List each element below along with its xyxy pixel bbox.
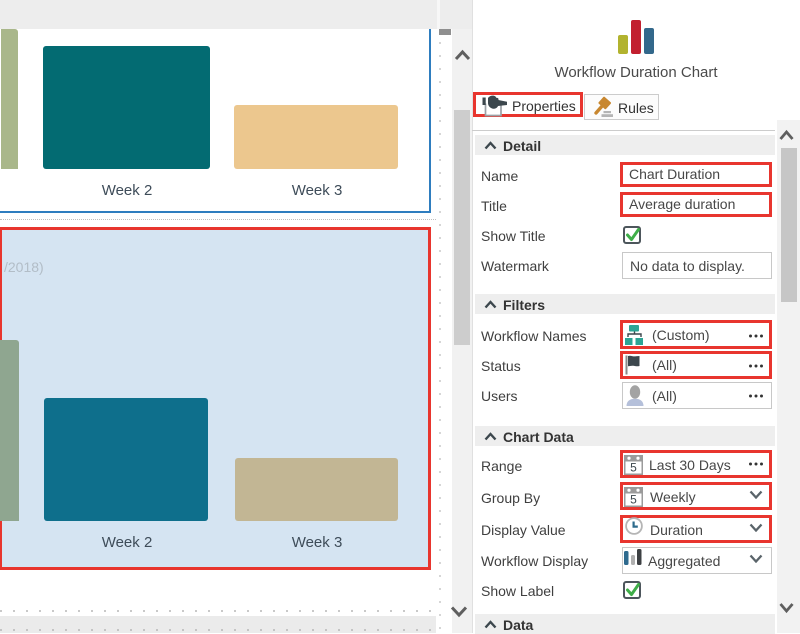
- svg-text:5: 5: [630, 493, 637, 507]
- svg-text:5: 5: [630, 461, 637, 475]
